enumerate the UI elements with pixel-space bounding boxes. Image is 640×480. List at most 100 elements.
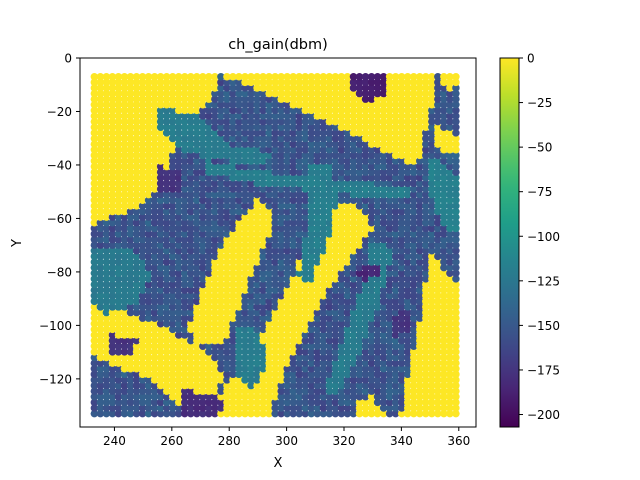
scatter-point [96,320,105,328]
scatter-point [319,117,328,126]
scatter-point [235,387,243,395]
scatter-point [174,123,183,131]
scatter-point [132,72,141,81]
scatter-point [428,308,436,317]
scatter-point [385,179,394,188]
scatter-point [217,331,225,339]
scatter-point [132,393,141,401]
scatter-point [211,252,219,261]
scatter-point [271,258,279,266]
scatter-point [361,303,370,311]
scatter-point [422,280,430,289]
scatter-point [174,393,183,401]
scatter-point [367,387,376,395]
scatter-point [416,280,424,289]
scatter-point [223,325,231,334]
scatter-point [337,134,346,143]
scatter-point [319,280,328,289]
scatter-point [199,325,207,334]
scatter-point [337,325,346,334]
scatter-point [120,336,129,345]
scatter-point [259,325,267,334]
scatter-point [403,84,412,92]
scatter-point [132,151,141,160]
scatter-point [114,162,123,171]
scatter-point [397,263,406,272]
scatter-point [265,381,273,390]
x-axis: 240 260 280 300 320 340 360 [103,427,470,448]
scatter-point [235,129,243,137]
scatter-point [422,269,430,277]
scatter-point [446,162,454,171]
scatter-point [289,123,297,131]
scatter-point [361,190,370,199]
scatter-point [361,84,370,92]
scatter-point [241,101,249,109]
scatter-point [307,364,316,373]
scatter-point [162,336,171,345]
scatter-point [319,134,328,143]
scatter-point [162,269,171,277]
scatter-point [223,72,231,81]
scatter-point [199,112,207,120]
colorbar-tick-label: −75 [527,185,552,199]
scatter-point [325,348,334,356]
scatter-point [108,359,117,367]
scatter-point [265,213,273,221]
scatter-point [361,179,370,188]
scatter-point [337,230,346,238]
scatter-point [452,275,460,283]
scatter-point [96,247,105,255]
scatter-point [235,123,243,131]
scatter-point [102,308,111,317]
scatter-point [277,398,285,407]
scatter-point [181,117,189,126]
scatter-point [422,230,430,238]
scatter-point [114,359,123,367]
scatter-point [96,314,105,322]
scatter-point [385,157,394,165]
scatter-point [283,263,291,272]
scatter-point [181,112,189,120]
scatter-point [307,129,316,137]
scatter-point [403,359,412,367]
scatter-point [301,89,310,98]
scatter-point [277,218,285,227]
scatter-point [313,258,322,266]
scatter-point [337,179,346,188]
scatter-point [325,202,334,210]
scatter-point [102,207,111,216]
scatter-point [120,331,129,339]
scatter-point [265,123,273,131]
scatter-point [253,140,261,148]
scatter-point [319,78,328,87]
scatter-point [126,404,135,412]
scatter-point [331,72,340,81]
scatter-point [422,112,430,120]
scatter-point [355,314,364,322]
scatter-point [428,235,436,244]
scatter-point [428,348,436,356]
scatter-point [301,336,310,345]
scatter-point [205,364,213,373]
scatter-point [391,140,400,148]
scatter-point [241,336,249,345]
scatter-point [440,78,448,87]
scatter-point [422,291,430,300]
scatter-point [253,353,261,362]
scatter-point [150,336,159,345]
scatter-point [422,168,430,176]
scatter-point [271,393,279,401]
scatter-point [193,247,201,255]
scatter-point [440,162,448,171]
scatter-point [397,409,406,418]
scatter-point [403,95,412,103]
scatter-point [253,179,261,188]
scatter-point [325,286,334,294]
scatter-point [132,157,141,165]
scatter-point [301,123,310,131]
scatter-point [199,303,207,311]
scatter-point [108,342,117,350]
scatter-point [373,381,382,390]
scatter-point [301,325,310,334]
